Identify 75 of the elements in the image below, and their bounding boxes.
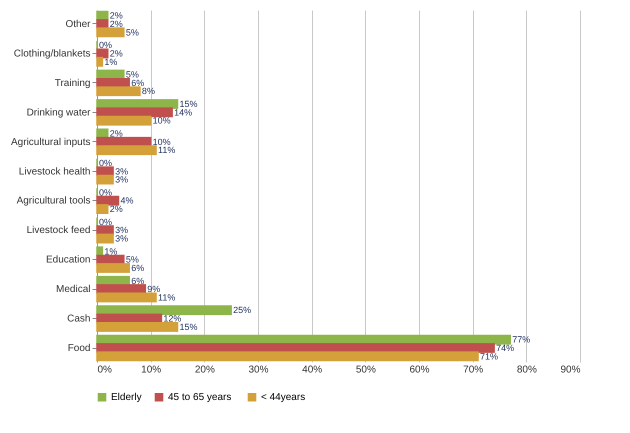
y-tick-label: Food xyxy=(68,343,90,354)
bar xyxy=(96,86,141,96)
data-label: 2% xyxy=(110,18,123,29)
data-label: 2% xyxy=(110,128,123,138)
bar xyxy=(96,116,152,126)
data-label: 15% xyxy=(180,99,198,110)
data-label: 5% xyxy=(126,254,139,265)
data-label: 11% xyxy=(158,145,176,156)
data-label: 6% xyxy=(131,276,144,286)
x-tick-label: 70% xyxy=(463,364,484,376)
bar xyxy=(96,351,479,362)
data-label: 10% xyxy=(152,136,171,147)
data-label: 15% xyxy=(180,322,198,332)
x-tick-label: 0% xyxy=(98,364,112,376)
y-tick-label: Clothing/blankets xyxy=(14,48,90,60)
y-tick-label: Agricultural inputs xyxy=(11,136,90,148)
y-tick-label: Agricultural tools xyxy=(16,196,90,207)
x-tick-label: 10% xyxy=(141,364,162,376)
data-label: 12% xyxy=(163,314,182,324)
data-label: 2% xyxy=(110,10,123,21)
bar xyxy=(96,322,178,332)
bar xyxy=(96,292,157,302)
data-label: 11% xyxy=(158,292,176,302)
data-label: 1% xyxy=(104,56,118,67)
bar xyxy=(96,204,108,214)
x-tick-label: 30% xyxy=(248,364,269,376)
bar xyxy=(96,263,130,273)
data-label: 14% xyxy=(174,107,192,118)
y-tick-label: Training xyxy=(54,78,90,89)
x-tick-label: 80% xyxy=(516,364,537,376)
y-tick-label: Cash xyxy=(67,314,90,325)
x-tick-label: 50% xyxy=(356,364,376,376)
legend-label: < 44years xyxy=(261,392,306,404)
bar xyxy=(96,234,114,244)
x-tick-label: 20% xyxy=(194,364,215,376)
data-label: 0% xyxy=(99,216,112,227)
x-tick-label: 40% xyxy=(302,364,322,376)
y-tick-label: Drinking water xyxy=(26,107,92,118)
y-tick-label: Livestock health xyxy=(18,166,90,178)
data-label: 2% xyxy=(110,48,123,58)
data-label: 25% xyxy=(233,305,252,316)
data-label: 3% xyxy=(115,234,128,244)
data-label: 74% xyxy=(496,343,514,354)
data-label: 9% xyxy=(147,284,160,294)
data-label: 5% xyxy=(126,27,139,38)
data-label: 71% xyxy=(480,351,498,362)
data-label: 3% xyxy=(115,174,128,185)
x-tick-label: 60% xyxy=(409,364,430,376)
data-label: 0% xyxy=(99,40,112,50)
bar xyxy=(96,174,114,185)
legend-label: Elderly xyxy=(111,392,142,404)
y-tick-label: Livestock feed xyxy=(26,225,90,236)
data-label: 0% xyxy=(99,158,112,168)
data-label: 4% xyxy=(120,196,134,206)
data-label: 2% xyxy=(110,204,123,214)
x-tick-label: 90% xyxy=(560,364,581,376)
data-label: 3% xyxy=(115,225,128,236)
bar xyxy=(96,145,157,156)
data-label: 8% xyxy=(142,86,155,96)
data-label: 5% xyxy=(126,70,139,80)
bar xyxy=(96,27,125,38)
data-label: 1% xyxy=(104,246,118,256)
legend-label: 45 to 65 years xyxy=(168,392,232,404)
data-label: 0% xyxy=(99,187,112,198)
data-label: 3% xyxy=(115,166,128,176)
data-label: 6% xyxy=(131,78,144,88)
y-tick-label: Medical xyxy=(56,284,90,296)
data-label: 6% xyxy=(131,262,144,273)
data-label: 10% xyxy=(152,116,171,126)
y-tick-label: Education xyxy=(46,254,90,266)
bar xyxy=(96,56,104,67)
bar xyxy=(96,107,173,118)
bar xyxy=(96,48,108,58)
y-tick-label: Other xyxy=(65,18,92,30)
data-label: 77% xyxy=(512,334,530,345)
